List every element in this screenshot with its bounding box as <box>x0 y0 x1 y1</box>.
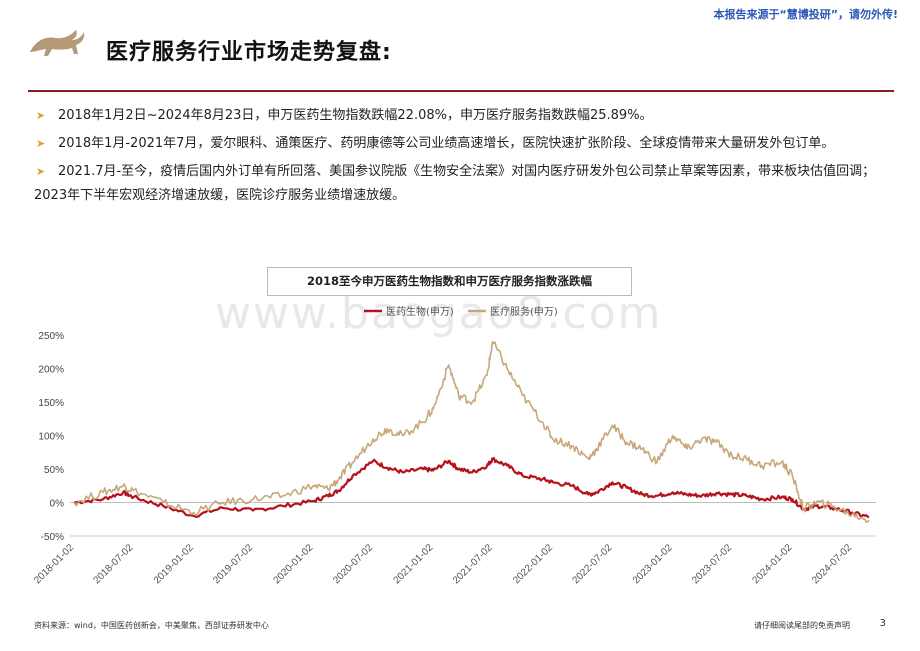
x-tick-label: 2024-01-02 <box>751 542 795 586</box>
y-tick-label: 0% <box>50 499 65 510</box>
bullet-text: 2021.7月-至今，疫情后国内外订单有所回落、美国参议院版《生物安全法案》对国… <box>34 164 876 203</box>
legend-label: 医疗服务(申万) <box>490 305 558 318</box>
x-tick-label: 2018-01-02 <box>32 542 76 586</box>
y-tick-label: 200% <box>38 365 64 376</box>
source-notice: 本报告来源于“慧博投研”，请勿外传! <box>713 8 898 21</box>
bullet-arrow-icon: ➤ <box>36 165 46 178</box>
bullet-arrow-icon: ➤ <box>36 137 46 150</box>
x-tick-label: 2020-07-02 <box>331 542 375 586</box>
bullet-arrow-icon: ➤ <box>36 109 46 122</box>
y-tick-label: 150% <box>38 398 64 409</box>
bullet-item: ➤ 2021.7月-至今，疫情后国内外订单有所回落、美国参议院版《生物安全法案》… <box>34 160 904 208</box>
y-tick-label: 100% <box>38 432 64 443</box>
x-tick-label: 2023-01-02 <box>631 542 675 586</box>
bullet-text: 2018年1月-2021年7月，爱尔眼科、通策医疗、药明康德等公司业绩高速增长，… <box>58 136 835 151</box>
chart-title: 2018至今申万医药生物指数和申万医疗服务指数涨跌幅 <box>267 267 632 296</box>
watermark: www.baogao8.com <box>215 288 663 339</box>
source-note: 资料来源：wind，中国医药创新会，中美聚焦，西部证券研发中心 <box>34 621 269 630</box>
page-number: 3 <box>879 618 886 629</box>
y-tick-label: -50% <box>41 532 64 543</box>
bullet-item: ➤ 2018年1月2日~2024年8月23日，申万医药生物指数跌幅22.08%，… <box>34 104 904 128</box>
bull-logo-icon <box>30 30 85 56</box>
bullet-list: ➤ 2018年1月2日~2024年8月23日，申万医药生物指数跌幅22.08%，… <box>34 104 904 212</box>
disclaimer: 请仔细阅读尾部的免责声明 <box>754 621 850 630</box>
x-tick-label: 2021-01-02 <box>391 542 435 586</box>
x-tick-label: 2023-07-02 <box>690 542 734 586</box>
series-line-medical-service <box>73 340 870 524</box>
x-tick-label: 2019-01-02 <box>152 542 196 586</box>
bullet-item: ➤ 2018年1月-2021年7月，爱尔眼科、通策医疗、药明康德等公司业绩高速增… <box>34 132 904 156</box>
bullet-text: 2018年1月2日~2024年8月23日，申万医药生物指数跌幅22.08%，申万… <box>58 108 653 123</box>
x-tick-label: 2022-01-02 <box>511 542 555 586</box>
x-tick-label: 2018-07-02 <box>92 542 136 586</box>
page-title: 医疗服务行业市场走势复盘: <box>106 40 392 65</box>
x-tick-label: 2020-01-02 <box>272 542 316 586</box>
series-line-pharma <box>73 457 870 519</box>
y-tick-label: 50% <box>44 465 64 476</box>
y-tick-label: 250% <box>38 331 64 342</box>
title-divider <box>28 90 894 92</box>
x-tick-label: 2021-07-02 <box>451 542 495 586</box>
x-tick-label: 2022-07-02 <box>571 542 615 586</box>
x-tick-label: 2019-07-02 <box>211 542 255 586</box>
legend-label: 医药生物(申万) <box>386 305 454 318</box>
x-tick-label: 2024-07-02 <box>810 542 854 586</box>
